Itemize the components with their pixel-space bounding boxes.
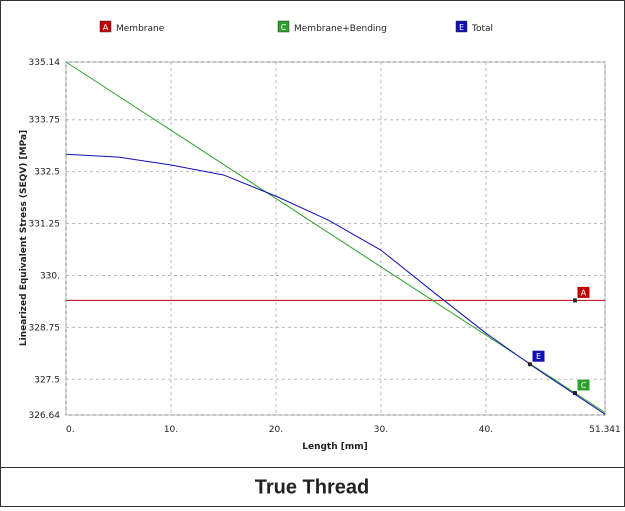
- curve-tag-anchor: [528, 362, 532, 367]
- y-tick-label: 332.5: [34, 168, 60, 178]
- y-tick-label: 327.5: [34, 375, 60, 385]
- y-tick-label: 331.25: [29, 220, 61, 230]
- series-line: [65, 153, 606, 415]
- y-axis-label: Linearized Equivalent Stress (SEQV) [MPa…: [19, 130, 29, 346]
- legend-label: Membrane+Bending: [294, 24, 387, 34]
- curve-tag: A: [581, 288, 587, 297]
- y-tick-label: 333.75: [29, 116, 61, 126]
- curve-tag-anchor: [573, 298, 577, 303]
- y-tick-label: 326.64: [29, 411, 61, 421]
- x-tick-label: 30.: [374, 425, 388, 435]
- curve-tag-box: [531, 349, 546, 363]
- x-tick-label: 0.: [66, 425, 75, 435]
- x-axis-label: Length [mm]: [302, 442, 368, 452]
- legend-tag: E: [459, 23, 464, 32]
- legend-swatch: [455, 20, 468, 33]
- curve-tag-box: [576, 285, 591, 299]
- legend-label: Membrane: [116, 24, 165, 34]
- curve-tag-box: [576, 378, 591, 392]
- y-tick-label: 330.: [40, 271, 60, 281]
- curve-tag: E: [536, 352, 541, 361]
- curve-tag: C: [581, 381, 587, 390]
- legend-tag: A: [103, 23, 109, 32]
- legend-swatch: [99, 20, 112, 33]
- x-tick-label: 40.: [479, 425, 493, 435]
- x-tick-label: 20.: [269, 425, 283, 435]
- caption: True Thread: [255, 476, 369, 498]
- x-tick-label: 51.341: [589, 425, 621, 435]
- y-tick-label: 335.14: [29, 58, 61, 68]
- y-tick-label: 328.75: [29, 323, 61, 333]
- curve-tag-anchor: [573, 390, 577, 395]
- legend-label: Total: [471, 24, 493, 34]
- legend-tag: C: [281, 23, 287, 32]
- legend-swatch: [277, 20, 290, 33]
- x-tick-label: 10.: [164, 425, 178, 435]
